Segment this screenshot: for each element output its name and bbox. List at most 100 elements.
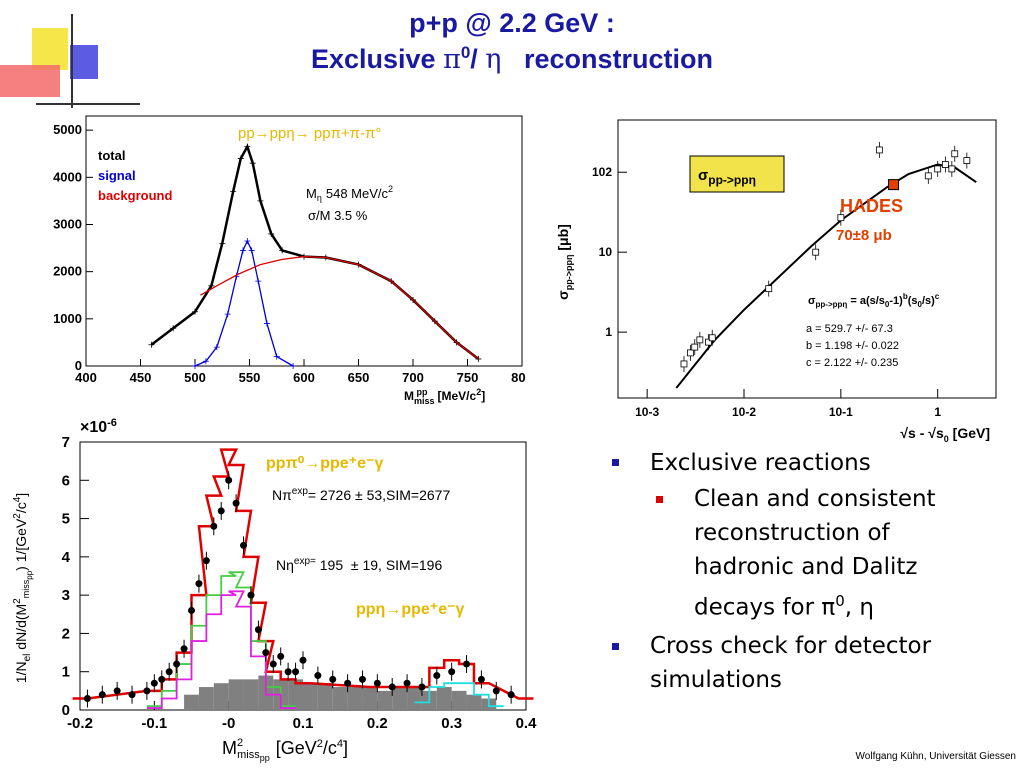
x-tick-label: 0.2 [367, 715, 388, 732]
bullet-text-3: Cross check for detector simulations [650, 632, 932, 693]
background-bin [392, 687, 408, 710]
data-point [143, 687, 151, 695]
data-point [329, 675, 337, 683]
series-group [72, 448, 534, 710]
background-bin [228, 679, 244, 710]
data-point [837, 214, 845, 222]
x-tick-label: -0 [222, 715, 235, 732]
data-point-total [244, 143, 251, 150]
data-point [202, 557, 210, 565]
bullet-text-2: Clean and consistent reconstruction of h… [694, 486, 936, 621]
data-point [98, 691, 106, 699]
x-tick-label: 600 [293, 370, 315, 385]
data-point [507, 691, 515, 699]
data-point [299, 656, 307, 664]
eta-count-label: Nηexp= 195 ± 19, SIM=196 [276, 556, 442, 573]
x-tick-label: 500 [184, 370, 206, 385]
sub-bullet-marker [656, 496, 663, 503]
plot-frame [79, 441, 527, 711]
background-bin [347, 687, 363, 710]
y-tick-label: 10 [599, 245, 613, 259]
data-point [696, 336, 704, 344]
data-point [83, 695, 91, 703]
data-point [941, 161, 949, 168]
series-step-eta-component [414, 682, 504, 708]
data-point [195, 580, 203, 588]
data-point [492, 687, 500, 695]
eta-reaction-label: ppη→ppe⁺e⁻γ [356, 601, 465, 618]
data-point [240, 541, 248, 549]
y-tick-label: 2000 [53, 264, 82, 279]
data-point [765, 285, 773, 293]
mass-annotation: Mη 548 MeV/c2 [306, 184, 393, 203]
data-point-signal [248, 247, 255, 254]
background-bin [243, 679, 259, 710]
slide-title-line1: p+p @ 2.2 GeV : [409, 8, 615, 38]
data-point-total [279, 247, 286, 254]
data-point-total [237, 155, 244, 162]
legend-signal: signal [98, 168, 136, 183]
data-point-total [257, 197, 264, 204]
bullet-marker [612, 642, 619, 650]
series-step-pi0-variant [146, 590, 296, 709]
data-point [150, 679, 158, 687]
data-point [247, 591, 255, 599]
fit-param-b: b = 1.198 +/- 0.022 [806, 340, 899, 352]
data-point [180, 645, 188, 653]
data-point-total [268, 230, 275, 237]
slide-title-line2: Exclusive π0/ η reconstruction [0, 44, 1024, 73]
data-point-total [170, 325, 177, 332]
plot-frame [85, 115, 523, 367]
y-tick-label: 7 [62, 434, 70, 451]
series-group [148, 143, 482, 369]
data-point-signal [213, 344, 220, 351]
axis-ticks: 400 450 500 550 600 650 700 750 800 0 1000 2000 3000… [53, 122, 526, 385]
bullet-text-1: Exclusive reactions [650, 450, 871, 476]
footer-credit: Wolfgang Kühn, Universität Giessen [855, 751, 1016, 762]
chart-title: pp→ppη→ ppπ+π-π° [238, 125, 381, 142]
axis-ticks: 10-3 10-2 10-1 1 1 10 102 [592, 165, 941, 419]
data-point [113, 687, 121, 695]
data-point [358, 675, 366, 683]
y-tick-label: 1 [62, 664, 70, 681]
data-point [254, 626, 262, 634]
data-point-total [249, 160, 256, 167]
data-point [963, 157, 971, 164]
data-point [210, 522, 218, 530]
x-tick-label: 700 [402, 370, 424, 385]
x-axis-label: √s - √s0 [GeV] [900, 425, 990, 444]
data-point-signal [255, 278, 262, 285]
data-point [269, 660, 277, 668]
series-line-background [200, 255, 479, 360]
background-bin [288, 679, 303, 710]
data-point-signal [202, 358, 209, 365]
data-point [403, 679, 411, 687]
data-point [158, 675, 166, 683]
background-bin [466, 694, 482, 710]
data-point-signal [290, 363, 297, 369]
fit-formula: σpp->ppη = a(s/s0-1)b(s0/s)c [808, 292, 940, 309]
series-line-signal [194, 239, 294, 367]
x-tick-label: 550 [239, 370, 261, 385]
background-bin [184, 694, 199, 710]
data-point [708, 334, 716, 342]
background-bin [362, 687, 378, 710]
data-point [262, 649, 270, 657]
data-point-total [219, 240, 226, 247]
decor-blue-square [70, 45, 98, 79]
legend-background: background [98, 188, 172, 203]
y-axis-label: 1/Nel dN/d(M2misspp) 1/[GeV2/c4] [12, 493, 34, 683]
legend-total: total [98, 148, 125, 163]
data-point [373, 679, 381, 687]
y-tick-label: 3 [62, 587, 70, 604]
data-point [812, 248, 820, 256]
x-tick-label: 800 [511, 370, 526, 385]
data-point-total [230, 188, 237, 195]
data-point [687, 349, 694, 357]
hades-label: HADES [840, 196, 903, 216]
x-tick-label: -0.2 [67, 715, 93, 732]
data-point [388, 683, 396, 691]
data-point [477, 675, 485, 683]
x-axis-label: M2 misspp [GeV2/c4] [222, 737, 348, 763]
